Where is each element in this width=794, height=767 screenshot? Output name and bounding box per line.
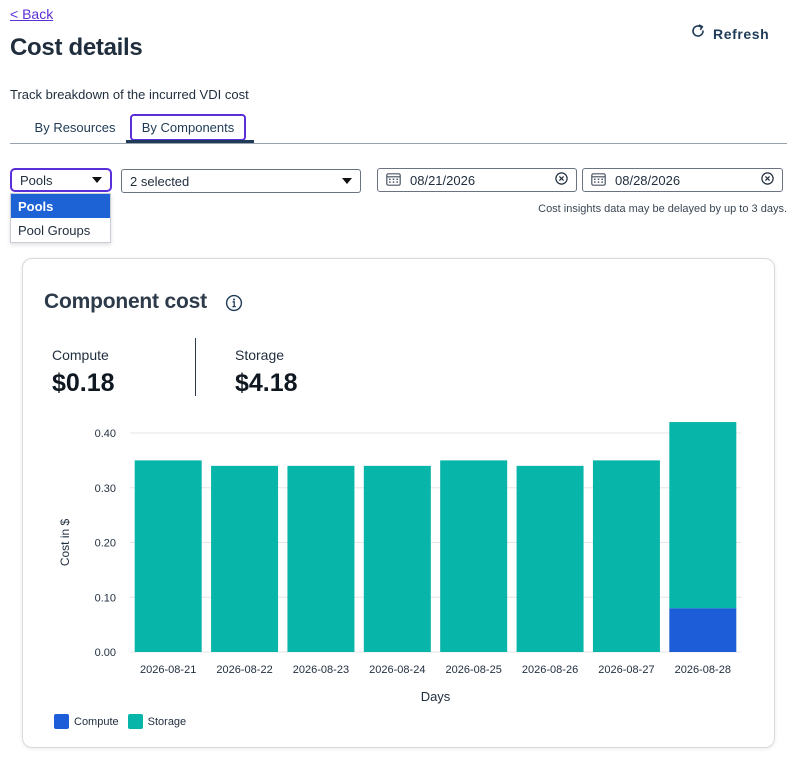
legend-label-storage: Storage: [147, 715, 187, 728]
refresh-label: Refresh: [713, 25, 770, 42]
x-tick-label: 2026-08-21: [140, 664, 196, 676]
x-tick-label: 2026-08-24: [369, 664, 425, 676]
clear-icon[interactable]: [555, 172, 568, 188]
compute-metric-value: $0.18: [52, 369, 115, 397]
scope-dropdown[interactable]: Pools: [10, 168, 112, 192]
component-cost-card: Component cost Compute $0.18 Storage $4.…: [22, 258, 775, 748]
compute-metric-label: Compute: [52, 347, 109, 363]
clear-icon[interactable]: [761, 172, 774, 188]
legend-label-compute: Compute: [74, 715, 119, 728]
bar-storage: [211, 465, 279, 652]
bar-storage: [592, 460, 660, 652]
start-date-value: 08/21/2026: [410, 172, 476, 188]
legend-swatch-compute: [54, 714, 69, 729]
refresh-icon: [690, 23, 706, 44]
y-tick-label: 0.40: [95, 428, 116, 440]
bar-storage: [516, 465, 584, 652]
bar-storage: [669, 422, 737, 609]
y-tick-label: 0.30: [95, 483, 116, 495]
storage-metric-value: $4.18: [235, 369, 298, 397]
legend-item-compute[interactable]: Compute: [54, 714, 119, 729]
x-tick-label: 2026-08-27: [598, 664, 654, 676]
storage-metric: Storage $4.18: [235, 347, 298, 398]
data-delay-note: Cost insights data may be delayed by up …: [538, 203, 787, 215]
start-date-field[interactable]: 08/21/2026: [377, 168, 577, 192]
scope-dropdown-menu: Pools Pool Groups: [10, 193, 111, 243]
x-axis-label: Days: [421, 689, 451, 704]
bar-compute: [669, 608, 737, 652]
pool-selection-value: 2 selected: [130, 173, 190, 189]
component-cost-chart: 0.00 0.10 0.20 0.30 0.40 2026-08-21 2026-08-22…: [58, 422, 741, 704]
info-icon[interactable]: [225, 294, 243, 317]
caret-down-icon: [342, 178, 352, 184]
x-tick-label: 2026-08-22: [216, 664, 272, 676]
tab-bar: By Resources By Components: [10, 112, 787, 144]
scope-dropdown-value: Pools: [20, 172, 53, 188]
end-date-value: 08/28/2026: [615, 172, 681, 188]
active-tab-indicator: [126, 140, 254, 143]
refresh-button[interactable]: Refresh: [690, 23, 769, 44]
legend-item-storage[interactable]: Storage: [127, 714, 187, 729]
bar-storage: [363, 465, 431, 652]
x-tick-label: 2026-08-25: [446, 664, 502, 676]
y-tick-label: 0.00: [95, 647, 116, 659]
bar-storage: [287, 465, 355, 652]
calendar-icon[interactable]: [591, 172, 606, 189]
compute-metric: Compute $0.18: [52, 347, 115, 398]
x-tick-label: 2026-08-23: [293, 664, 349, 676]
page-subtitle: Track breakdown of the incurred VDI cost: [10, 87, 249, 102]
metric-divider: [195, 338, 196, 396]
pool-selection-dropdown[interactable]: 2 selected: [121, 169, 361, 193]
menu-item-pool-groups[interactable]: Pool Groups: [18, 222, 91, 238]
storage-metric-label: Storage: [235, 347, 285, 363]
calendar-icon[interactable]: [386, 172, 401, 189]
legend-swatch-storage: [127, 714, 143, 729]
card-title: Component cost: [44, 290, 207, 313]
back-link[interactable]: < Back: [10, 6, 54, 22]
tab-by-components[interactable]: By Components: [130, 114, 246, 141]
bar-storage: [134, 460, 202, 652]
caret-down-icon: [92, 177, 102, 183]
y-tick-label: 0.20: [95, 538, 116, 550]
x-tick-label: 2026-08-26: [522, 664, 578, 676]
page-title: Cost details: [10, 34, 143, 61]
tab-by-resources[interactable]: By Resources: [34, 120, 116, 135]
end-date-field[interactable]: 08/28/2026: [582, 168, 783, 192]
bar-storage: [440, 460, 508, 652]
y-axis-label: Cost in $: [58, 518, 72, 566]
menu-item-pools[interactable]: Pools: [11, 194, 110, 218]
y-tick-label: 0.10: [95, 592, 116, 604]
chart-legend: Compute Storage: [54, 714, 189, 729]
x-tick-label: 2026-08-28: [675, 664, 731, 676]
